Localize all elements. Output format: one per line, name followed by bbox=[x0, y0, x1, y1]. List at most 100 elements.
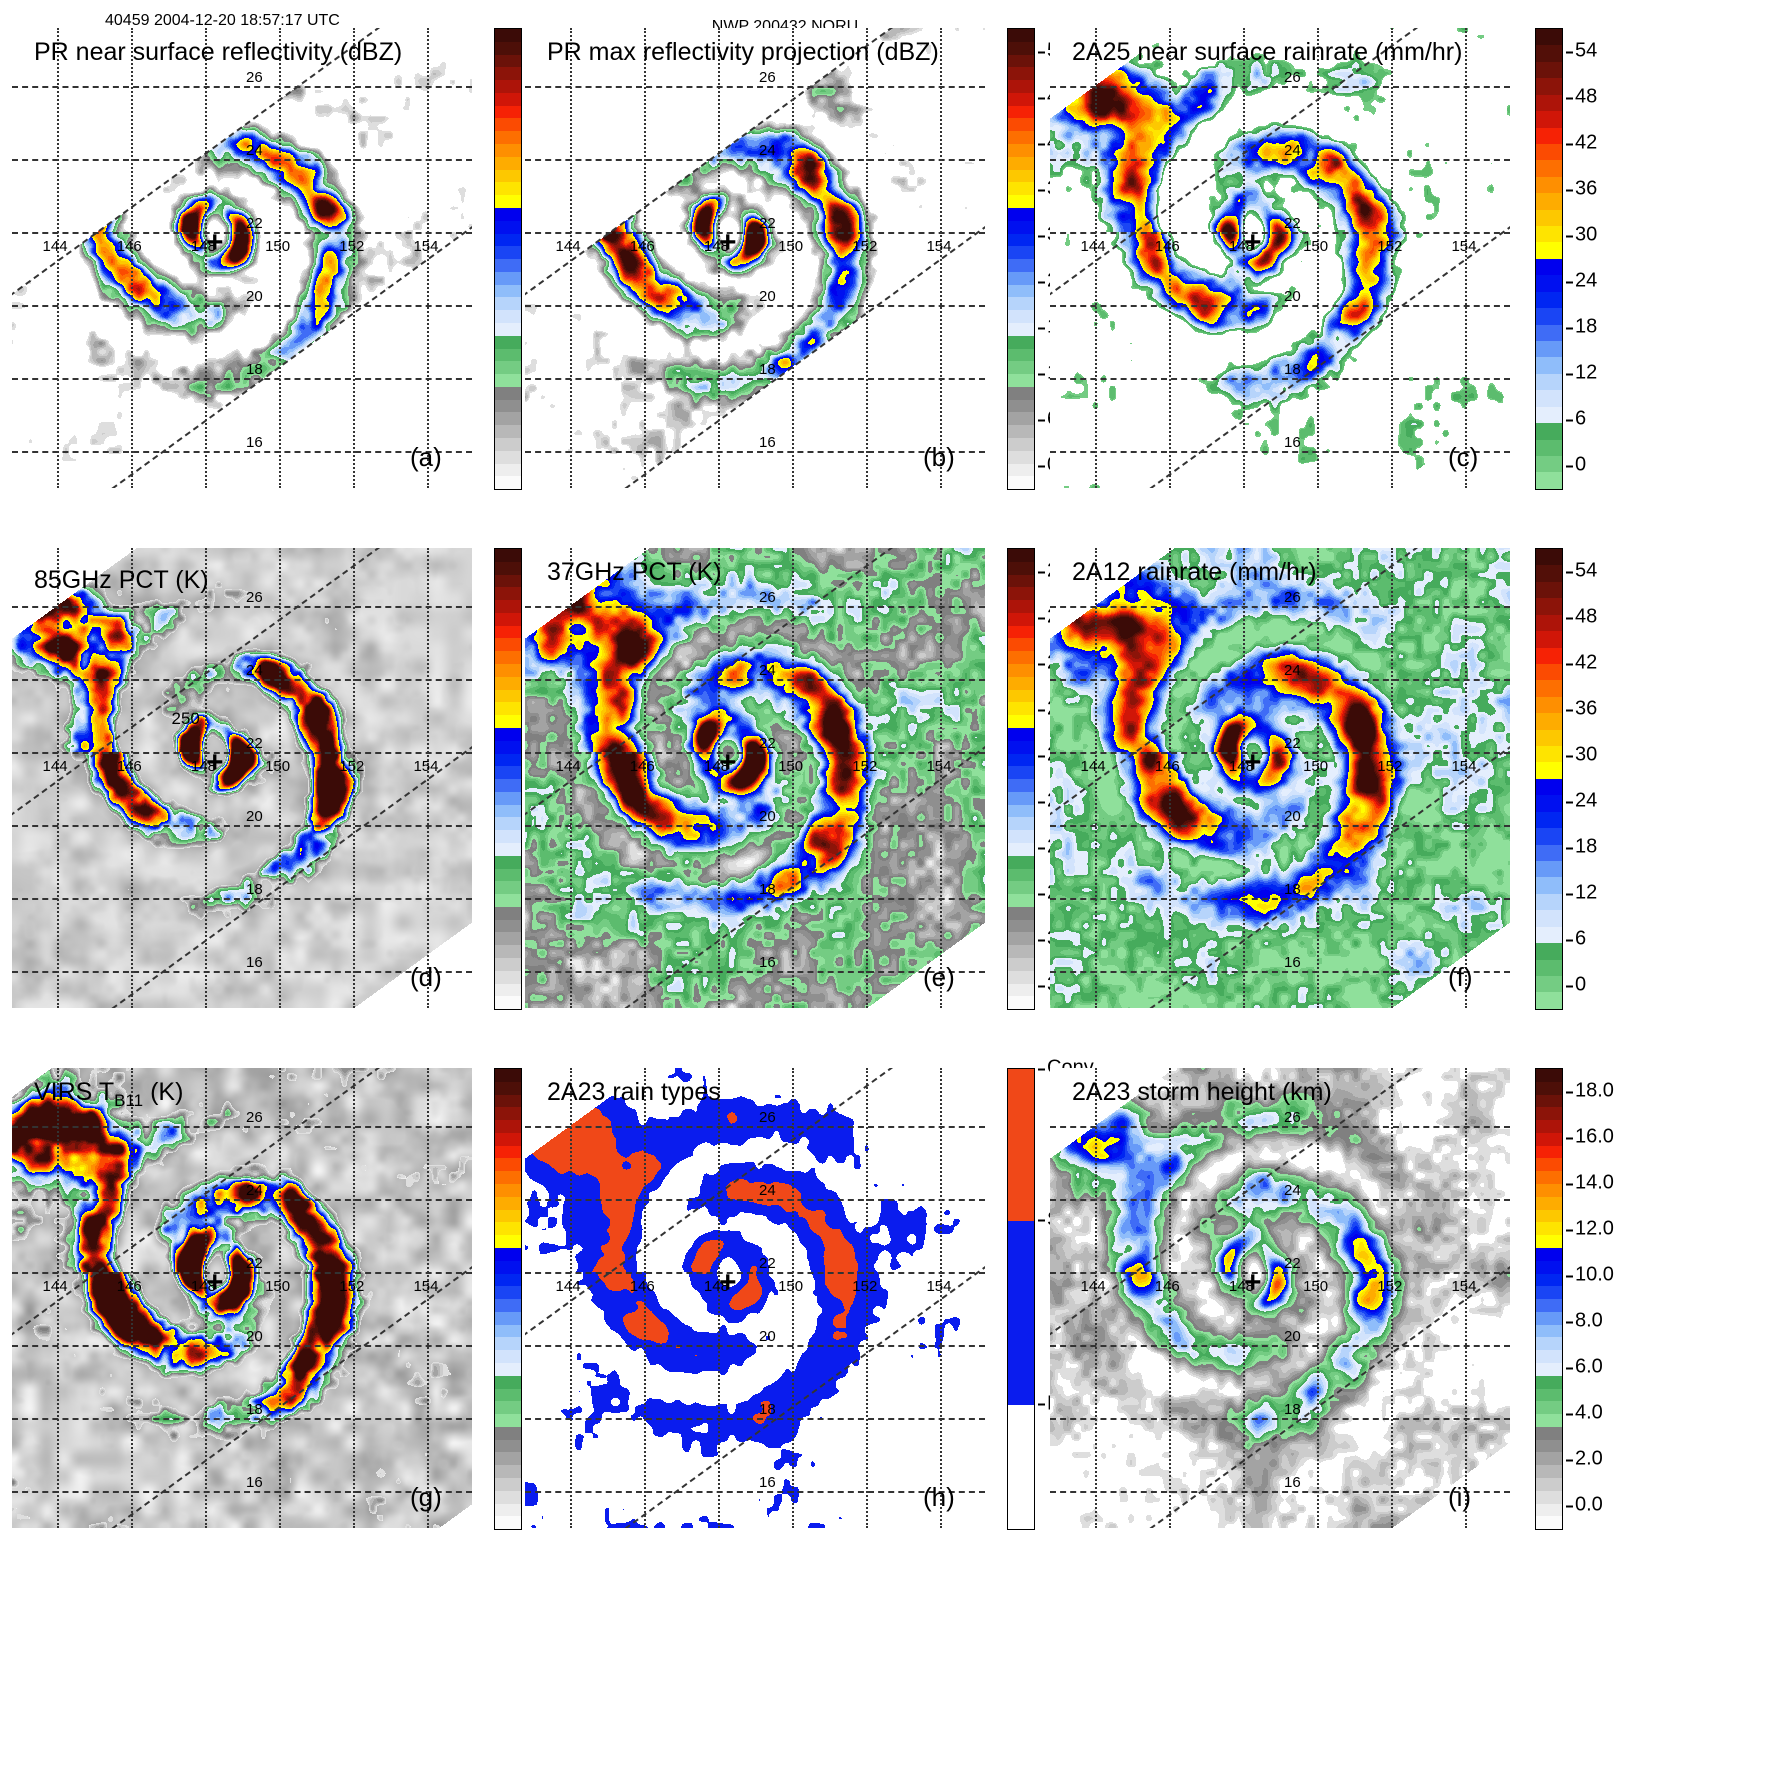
gridline-lat-18 bbox=[12, 1418, 472, 1421]
colorbar-h bbox=[1007, 1068, 1035, 1530]
colorbar-tickmark bbox=[1038, 419, 1045, 421]
plot-area-f[interactable]: 144 146 148 150 152 154 26 24 22 20 18 16 +2A12 rain… bbox=[1050, 548, 1510, 1008]
colorbar-tickmark bbox=[1038, 1068, 1045, 1070]
lat-tick-18: 18 bbox=[246, 881, 263, 899]
lon-tick-144: 144 bbox=[42, 758, 68, 776]
colorbar-tickmark bbox=[1566, 985, 1573, 987]
colorbar-tick-label-i-3: 12.0 bbox=[1575, 1217, 1614, 1240]
swath-raster-d bbox=[12, 548, 472, 1008]
plot-area-h[interactable]: 144 146 148 150 152 154 26 24 22 20 18 16 +2A23 rain… bbox=[525, 1068, 985, 1528]
gridline-lat-26 bbox=[1050, 86, 1510, 89]
lat-tick-18: 18 bbox=[1284, 361, 1301, 379]
plot-area-e[interactable]: 144 146 148 150 152 154 26 24 22 20 18 16 +37GHz PCT… bbox=[525, 548, 985, 1008]
lon-tick-154: 154 bbox=[1451, 238, 1477, 256]
colorbar-band bbox=[1536, 127, 1562, 144]
lat-tick-20: 20 bbox=[1284, 288, 1301, 306]
gridline-lon-146 bbox=[643, 1068, 646, 1528]
storm-center-marker-a: + bbox=[206, 226, 224, 260]
gridline-lon-152 bbox=[866, 548, 869, 1008]
colorbar-band bbox=[1536, 160, 1562, 177]
colorbar-band bbox=[495, 207, 521, 221]
colorbar-band bbox=[1008, 118, 1034, 132]
colorbar-tick-label-c-6: 18 bbox=[1575, 315, 1598, 338]
colorbar-band bbox=[1008, 29, 1034, 42]
panel-title-a: PR near surface reflectivity (dBZ) bbox=[34, 38, 403, 66]
colorbar-band bbox=[1536, 1311, 1562, 1325]
colorbar-tick-label-f-3: 36 bbox=[1575, 697, 1598, 720]
colorbar-tickmark bbox=[1566, 1459, 1573, 1461]
colorbar-band bbox=[1536, 1171, 1562, 1185]
colorbar-tick-label-c-9: 0 bbox=[1575, 453, 1587, 476]
colorbar-band bbox=[1536, 1107, 1562, 1121]
colorbar-band bbox=[1536, 78, 1562, 95]
panel-i: 144 146 148 150 152 154 26 24 22 20 18 16 +2A23 stor… bbox=[1050, 1068, 1630, 1530]
lat-tick-24: 24 bbox=[759, 1182, 776, 1200]
colorbar-tickmark bbox=[1038, 235, 1045, 237]
colorbar-band bbox=[1008, 894, 1034, 907]
gridline-lat-22 bbox=[525, 1272, 985, 1275]
panel-a: 144 146 148 150 152 154 26 24 22 20 18 16 + PR near s… bbox=[12, 28, 592, 490]
colorbar-band bbox=[495, 233, 521, 247]
colorbar-band bbox=[1008, 361, 1034, 375]
colorbar-band bbox=[1536, 143, 1562, 161]
panel-title-main-g: VIRS T bbox=[34, 1078, 115, 1106]
lat-tick-16: 16 bbox=[1284, 434, 1301, 452]
gridline-lon-154 bbox=[427, 28, 430, 488]
colorbar-band bbox=[1536, 663, 1562, 681]
colorbar-band bbox=[495, 450, 521, 464]
colorbar-tick-label-c-4: 30 bbox=[1575, 223, 1598, 246]
colorbar-band bbox=[495, 740, 521, 754]
lat-tick-24: 24 bbox=[246, 662, 263, 680]
gridline-lon-150 bbox=[792, 548, 795, 1008]
lon-tick-154: 154 bbox=[926, 238, 952, 256]
plot-area-c[interactable]: 144 146 148 150 152 154 26 24 22 20 18 16 +2A25 near… bbox=[1050, 28, 1510, 488]
colorbar-band bbox=[495, 310, 521, 323]
colorbar-band bbox=[1008, 220, 1034, 234]
plot-area-i[interactable]: 144 146 148 150 152 154 26 24 22 20 18 16 +2A23 stor… bbox=[1050, 1068, 1510, 1528]
plot-area-d[interactable]: 144 146 148 150 152 154 26 24 22 20 18 16 +250 85GHz … bbox=[12, 548, 472, 1008]
lat-tick-18: 18 bbox=[1284, 1401, 1301, 1419]
colorbar-band bbox=[1008, 779, 1034, 792]
plot-area-b[interactable]: 144 146 148 150 152 154 26 24 22 20 18 16 + PR max re… bbox=[525, 28, 985, 488]
colorbar-band bbox=[1008, 561, 1034, 575]
colorbar-tickmark bbox=[1566, 1367, 1573, 1369]
colorbar-band bbox=[495, 169, 521, 183]
colorbar-tick-label-i-5: 8.0 bbox=[1575, 1309, 1603, 1332]
colorbar-band bbox=[495, 1209, 521, 1223]
lat-tick-20: 20 bbox=[1284, 808, 1301, 826]
colorbar-band bbox=[495, 182, 521, 196]
panel-label-b: (b) bbox=[923, 442, 955, 472]
gridline-lon-144 bbox=[56, 1068, 59, 1528]
gridline-lat-24 bbox=[1050, 679, 1510, 682]
colorbar-band bbox=[495, 600, 521, 613]
gridline-lon-148 bbox=[204, 28, 207, 488]
colorbar-band bbox=[1008, 600, 1034, 613]
colorbar-band bbox=[1008, 906, 1034, 920]
gridline-lat-18 bbox=[525, 898, 985, 901]
colorbar-band bbox=[495, 919, 521, 933]
panel-label-f: (f) bbox=[1448, 962, 1473, 992]
gridline-lat-26 bbox=[525, 1126, 985, 1129]
colorbar-tickmark bbox=[1038, 465, 1045, 467]
colorbar-band bbox=[1536, 992, 1562, 1009]
colorbar-tick-label-c-5: 24 bbox=[1575, 269, 1598, 292]
colorbar-segment-strat bbox=[1008, 1220, 1034, 1405]
colorbar-band bbox=[1536, 258, 1562, 276]
lat-tick-26: 26 bbox=[246, 1109, 263, 1127]
gridline-lat-20 bbox=[1050, 305, 1510, 308]
gridline-lon-154 bbox=[427, 548, 430, 1008]
gridline-lon-146 bbox=[130, 1068, 133, 1528]
gridline-lon-146 bbox=[130, 28, 133, 488]
colorbar-band bbox=[1536, 308, 1562, 325]
colorbar-band bbox=[1008, 958, 1034, 971]
panel-title-f: 2A12 rainrate (mm/hr) bbox=[1072, 558, 1317, 586]
lat-tick-18: 18 bbox=[759, 881, 776, 899]
colorbar-tickmark bbox=[1566, 1229, 1573, 1231]
plot-area-a[interactable]: 144 146 148 150 152 154 26 24 22 20 18 16 + PR near s… bbox=[12, 28, 472, 488]
colorbar-band bbox=[495, 259, 521, 272]
lat-tick-16: 16 bbox=[246, 954, 263, 972]
colorbar-band bbox=[1536, 959, 1562, 976]
gridline-lon-144 bbox=[56, 548, 59, 1008]
lon-tick-150: 150 bbox=[265, 1278, 291, 1296]
plot-area-g[interactable]: 144 146 148 150 152 154 26 24 22 20 18 16 + VIRS TB11… bbox=[12, 1068, 472, 1528]
